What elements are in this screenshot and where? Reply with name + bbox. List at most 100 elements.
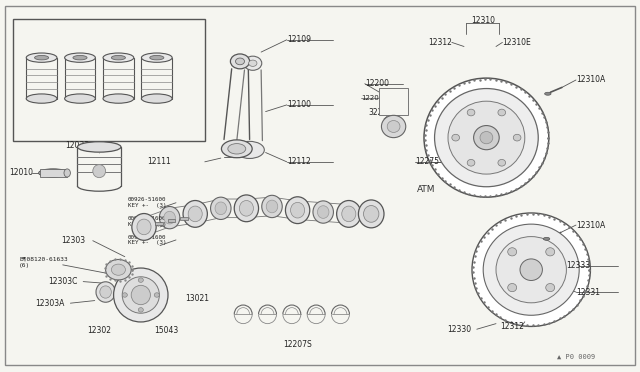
- Ellipse shape: [387, 121, 400, 132]
- Text: 12109: 12109: [287, 35, 311, 44]
- Ellipse shape: [543, 237, 550, 240]
- Bar: [180, 217, 188, 220]
- Text: 12112: 12112: [287, 157, 310, 166]
- Ellipse shape: [435, 89, 538, 187]
- Text: 12010: 12010: [10, 169, 34, 177]
- Ellipse shape: [141, 53, 172, 62]
- Ellipse shape: [496, 237, 566, 303]
- Ellipse shape: [520, 259, 542, 280]
- Text: 12303: 12303: [61, 236, 85, 245]
- Ellipse shape: [106, 260, 131, 280]
- Ellipse shape: [249, 60, 257, 67]
- Text: 12100: 12100: [287, 100, 311, 109]
- Bar: [13, 19, 205, 141]
- Ellipse shape: [342, 206, 356, 222]
- Bar: [379, 88, 408, 115]
- Bar: [40, 169, 67, 177]
- Ellipse shape: [132, 214, 156, 240]
- Ellipse shape: [183, 201, 207, 227]
- Ellipse shape: [35, 55, 49, 60]
- Ellipse shape: [467, 109, 475, 116]
- Ellipse shape: [111, 264, 125, 275]
- Text: ▲ P0 0009: ▲ P0 0009: [557, 354, 595, 360]
- Ellipse shape: [448, 101, 525, 174]
- Ellipse shape: [381, 115, 406, 138]
- Ellipse shape: [138, 278, 143, 282]
- Ellipse shape: [235, 141, 264, 158]
- Ellipse shape: [467, 160, 475, 166]
- Ellipse shape: [164, 211, 175, 224]
- Ellipse shape: [137, 219, 151, 235]
- Ellipse shape: [498, 160, 506, 166]
- Text: B¶08120-61633
(6): B¶08120-61633 (6): [19, 257, 68, 268]
- Ellipse shape: [93, 164, 106, 177]
- Ellipse shape: [122, 293, 127, 297]
- Ellipse shape: [138, 308, 143, 312]
- Text: 00926-51600
KEY +-  (3): 00926-51600 KEY +- (3): [128, 197, 166, 208]
- Text: 12303C: 12303C: [48, 277, 77, 286]
- Ellipse shape: [228, 144, 246, 154]
- Text: 12310A: 12310A: [576, 221, 605, 230]
- Ellipse shape: [65, 53, 95, 62]
- Ellipse shape: [358, 200, 384, 228]
- Ellipse shape: [26, 53, 57, 62]
- Ellipse shape: [154, 293, 159, 297]
- Ellipse shape: [317, 206, 329, 218]
- Ellipse shape: [131, 285, 150, 305]
- Text: 12331: 12331: [576, 288, 600, 296]
- Ellipse shape: [96, 282, 115, 302]
- Text: 12333: 12333: [566, 262, 591, 270]
- Ellipse shape: [239, 201, 253, 216]
- Ellipse shape: [77, 142, 121, 152]
- Ellipse shape: [39, 169, 68, 177]
- Text: 12111: 12111: [147, 157, 171, 166]
- Ellipse shape: [215, 202, 227, 215]
- Bar: [234, 279, 362, 350]
- Text: 00926-51600
KEY +-  (3): 00926-51600 KEY +- (3): [128, 234, 166, 246]
- Text: 12312: 12312: [428, 38, 452, 47]
- Ellipse shape: [244, 56, 262, 70]
- Text: 32202: 32202: [369, 108, 392, 117]
- Ellipse shape: [337, 201, 361, 227]
- Text: 12302: 12302: [87, 326, 111, 335]
- Ellipse shape: [452, 134, 460, 141]
- Ellipse shape: [188, 206, 202, 222]
- Text: 12207S: 12207S: [284, 340, 312, 349]
- Text: 12200A: 12200A: [361, 95, 388, 101]
- Ellipse shape: [474, 126, 499, 150]
- Ellipse shape: [546, 283, 555, 292]
- Text: 12303A: 12303A: [35, 299, 65, 308]
- Text: 12310A: 12310A: [576, 76, 605, 84]
- Ellipse shape: [483, 224, 579, 315]
- Text: 12200: 12200: [365, 79, 388, 88]
- Ellipse shape: [73, 55, 87, 60]
- Text: 12330: 12330: [447, 325, 472, 334]
- Ellipse shape: [111, 55, 125, 60]
- Text: 12275: 12275: [415, 157, 439, 166]
- Text: 13021: 13021: [185, 294, 209, 303]
- Ellipse shape: [150, 55, 164, 60]
- Ellipse shape: [480, 131, 493, 144]
- Ellipse shape: [313, 201, 333, 223]
- Ellipse shape: [159, 206, 180, 229]
- Ellipse shape: [114, 268, 168, 322]
- Text: 12310E: 12310E: [502, 38, 531, 47]
- Ellipse shape: [546, 248, 555, 256]
- Text: 12312: 12312: [500, 322, 524, 331]
- Text: 00926-51600
KEY +-  (3): 00926-51600 KEY +- (3): [128, 216, 166, 227]
- Text: 15043: 15043: [154, 326, 179, 335]
- Ellipse shape: [236, 58, 244, 65]
- Ellipse shape: [508, 283, 516, 292]
- Ellipse shape: [508, 248, 516, 256]
- Ellipse shape: [103, 53, 134, 62]
- Text: ATM: ATM: [417, 185, 436, 194]
- Bar: [208, 43, 282, 169]
- Ellipse shape: [211, 197, 231, 219]
- Ellipse shape: [424, 78, 548, 197]
- Ellipse shape: [100, 286, 111, 298]
- Ellipse shape: [64, 169, 70, 177]
- Ellipse shape: [221, 140, 252, 158]
- Ellipse shape: [234, 195, 259, 222]
- Ellipse shape: [513, 134, 521, 141]
- Ellipse shape: [65, 94, 95, 103]
